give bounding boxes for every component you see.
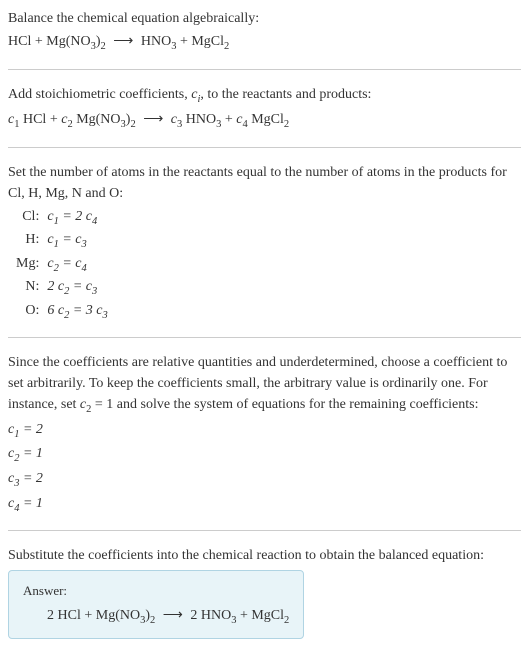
answer-label: Answer: xyxy=(23,581,289,601)
coeff-line: c1 = 2 xyxy=(8,419,521,443)
subst-text: Substitute the coefficients into the che… xyxy=(8,545,521,566)
atom-eq: c1 = 2 c4 xyxy=(47,206,107,230)
atom-row: N: 2 c2 = c3 xyxy=(16,276,108,300)
choose-section: Since the coefficients are relative quan… xyxy=(8,352,521,516)
divider xyxy=(8,69,521,70)
divider xyxy=(8,530,521,531)
atom-label: O: xyxy=(16,300,47,324)
subst-section: Substitute the coefficients into the che… xyxy=(8,545,521,639)
coeff-line: c2 = 1 xyxy=(8,443,521,467)
reactant-1: HCl xyxy=(8,34,31,49)
choose-text: Since the coefficients are relative quan… xyxy=(8,352,521,418)
atom-row: Mg: c2 = c4 xyxy=(16,253,108,277)
atom-eq: 2 c2 = c3 xyxy=(47,276,107,300)
atoms-section: Set the number of atoms in the reactants… xyxy=(8,162,521,324)
atom-eq: 6 c2 = 3 c3 xyxy=(47,300,107,324)
atom-table: Cl: c1 = 2 c4 H: c1 = c3 Mg: c2 = c4 N: … xyxy=(16,206,108,324)
atom-label: N: xyxy=(16,276,47,300)
atom-row: O: 6 c2 = 3 c3 xyxy=(16,300,108,324)
atom-label: Mg: xyxy=(16,253,47,277)
intro-text: Balance the chemical equation algebraica… xyxy=(8,8,521,29)
atom-row: H: c1 = c3 xyxy=(16,229,108,253)
coeff-line: c3 = 2 xyxy=(8,468,521,492)
atom-label: Cl: xyxy=(16,206,47,230)
answer-equation: 2 HCl + Mg(NO3)2 ⟶ 2 HNO3 + MgCl2 xyxy=(23,605,289,629)
product-1: HNO xyxy=(141,34,171,49)
arrow: ⟶ xyxy=(109,34,137,49)
atoms-intro: Set the number of atoms in the reactants… xyxy=(8,162,521,204)
coeff-line: c4 = 1 xyxy=(8,493,521,517)
reactant-2a: Mg(NO xyxy=(46,34,90,49)
atom-row: Cl: c1 = 2 c4 xyxy=(16,206,108,230)
divider xyxy=(8,337,521,338)
stoich-equation: c1 HCl + c2 Mg(NO3)2 ⟶ c3 HNO3 + c4 MgCl… xyxy=(8,109,521,133)
atom-eq: c2 = c4 xyxy=(47,253,107,277)
divider xyxy=(8,147,521,148)
intro-equation: HCl + Mg(NO3)2 ⟶ HNO3 + MgCl2 xyxy=(8,31,521,55)
intro-section: Balance the chemical equation algebraica… xyxy=(8,8,521,55)
stoich-text: Add stoichiometric coefficients, ci, to … xyxy=(8,84,521,108)
answer-box: Answer: 2 HCl + Mg(NO3)2 ⟶ 2 HNO3 + MgCl… xyxy=(8,570,304,639)
atom-eq: c1 = c3 xyxy=(47,229,107,253)
stoich-section: Add stoichiometric coefficients, ci, to … xyxy=(8,84,521,133)
atom-label: H: xyxy=(16,229,47,253)
product-2: MgCl xyxy=(191,34,224,49)
